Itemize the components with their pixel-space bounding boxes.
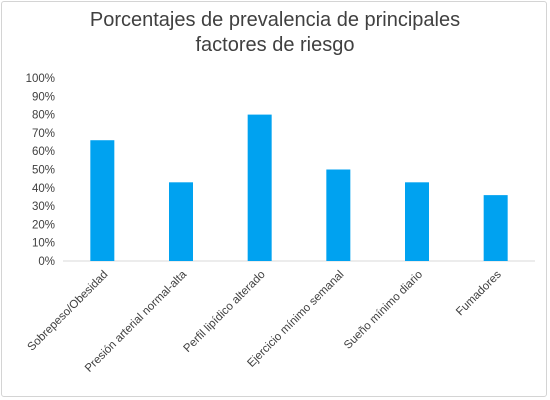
- chart-title-line-2: factores de riesgo: [195, 34, 355, 56]
- y-tick-label: 80%: [32, 110, 55, 122]
- y-tick-label: 70%: [32, 128, 55, 140]
- y-tick-label: 20%: [32, 219, 55, 231]
- x-tick-label: Fumadores: [454, 268, 504, 318]
- x-tick-label: Perfil lipídico alterado: [182, 269, 268, 355]
- bar: [169, 182, 193, 261]
- bar: [483, 195, 508, 261]
- y-tick-label: 30%: [32, 201, 55, 213]
- y-tick-label: 100%: [26, 73, 55, 85]
- bar: [326, 169, 351, 261]
- chart-title-line-1: Porcentajes de prevalencia de principale…: [89, 9, 461, 31]
- bar: [247, 114, 272, 261]
- y-tick-label: 60%: [32, 146, 55, 158]
- y-tick-label: 10%: [32, 238, 55, 250]
- chart-title: Porcentajes de prevalencia de principale…: [0, 8, 550, 58]
- bar: [90, 140, 115, 261]
- x-tick-label: Sueño mínimo diario: [342, 269, 425, 352]
- y-tick-label: 90%: [32, 91, 55, 103]
- y-tick-label: 50%: [32, 165, 55, 177]
- bar: [405, 182, 429, 261]
- x-tick-label: Sobrepeso/Obesidad: [26, 269, 111, 354]
- y-tick-label: 0%: [38, 256, 55, 268]
- y-tick-label: 40%: [32, 183, 55, 195]
